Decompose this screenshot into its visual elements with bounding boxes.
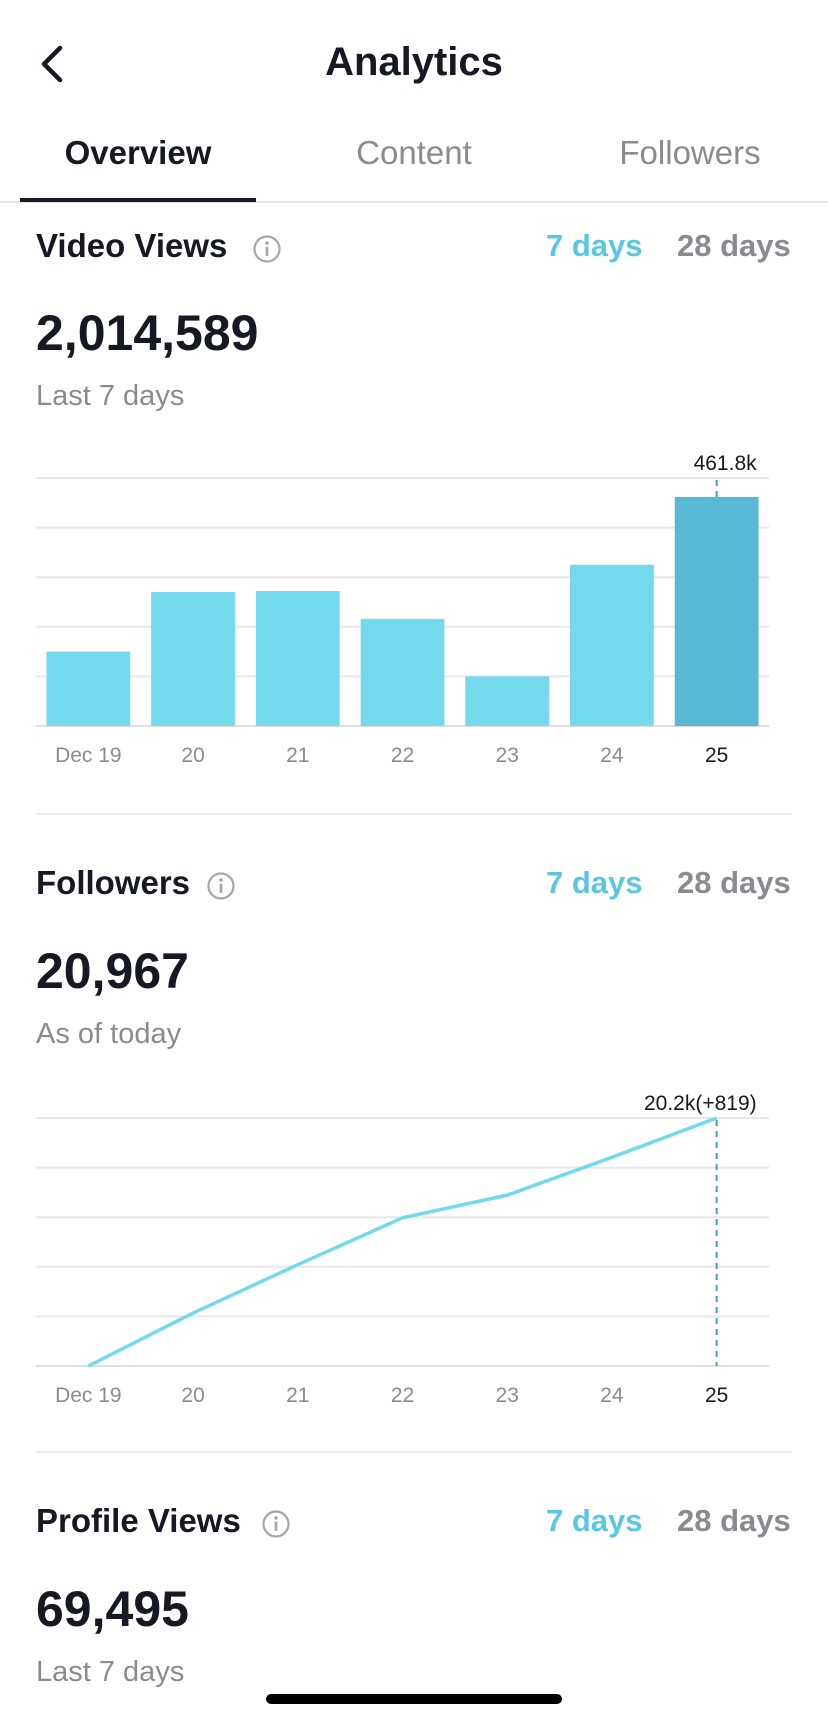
info-icon[interactable] <box>206 871 236 901</box>
series-line <box>87 1116 718 1368</box>
video-views-value: 2,014,589 <box>36 305 259 361</box>
x-tick-label: 21 <box>286 1384 309 1407</box>
section-divider <box>36 813 792 815</box>
home-indicator <box>266 1694 562 1704</box>
x-tick-label: 20 <box>181 744 204 767</box>
followers-line-chart: 20.2k(+819) Dec 19 20 21 22 23 24 25 <box>36 1092 769 1407</box>
chevron-left-icon <box>41 45 63 83</box>
x-tick-label: 20 <box>181 1384 204 1407</box>
profile-views-7-days[interactable]: 7 days <box>546 1503 643 1538</box>
x-tick-label: 23 <box>496 744 519 767</box>
profile-views-28-days[interactable]: 28 days <box>677 1503 791 1538</box>
x-tick-label: 25 <box>705 1384 728 1407</box>
back-button[interactable] <box>30 34 80 94</box>
followers-subtitle: As of today <box>36 1018 182 1050</box>
profile-views-title: Profile Views <box>36 1502 241 1539</box>
followers-title: Followers <box>36 864 191 901</box>
bar <box>46 651 131 726</box>
profile-views-subtitle: Last 7 days <box>36 1656 185 1688</box>
video-views-title: Video Views <box>36 227 228 264</box>
tab-overview[interactable]: Overview <box>64 134 212 171</box>
x-tick-label: 24 <box>600 744 624 767</box>
bar <box>570 564 654 726</box>
tab-followers[interactable]: Followers <box>619 134 761 171</box>
page-title: Analytics <box>325 40 503 84</box>
bar <box>360 618 445 726</box>
bar <box>674 496 759 726</box>
tabs-divider <box>0 201 828 203</box>
followers-value: 20,967 <box>36 943 189 999</box>
info-icon[interactable] <box>261 1509 291 1539</box>
followers-7-days[interactable]: 7 days <box>546 865 643 900</box>
x-tick-label: 23 <box>496 1384 519 1407</box>
bar <box>151 592 235 726</box>
section-divider <box>36 1451 792 1453</box>
x-tick-label: 21 <box>286 744 309 767</box>
x-tick-label: Dec 19 <box>55 1384 122 1407</box>
data-label: 20.2k(+819) <box>644 1092 757 1115</box>
x-tick-label: 24 <box>600 1384 624 1407</box>
active-tab-indicator <box>20 198 256 202</box>
tab-content[interactable]: Content <box>356 134 472 171</box>
info-icon[interactable] <box>252 234 282 264</box>
followers-28-days[interactable]: 28 days <box>677 865 791 900</box>
x-tick-label: 25 <box>705 744 728 767</box>
x-tick-label: 22 <box>391 744 414 767</box>
x-tick-label: 22 <box>391 1384 414 1407</box>
video-views-7-days[interactable]: 7 days <box>546 228 643 263</box>
data-label: 461.8k <box>694 452 758 475</box>
video-views-28-days[interactable]: 28 days <box>677 228 791 263</box>
video-views-bar-chart: 461.8k Dec 19 20 21 22 23 24 25 <box>36 452 769 767</box>
bar <box>465 676 550 726</box>
video-views-subtitle: Last 7 days <box>36 380 185 412</box>
profile-views-value: 69,495 <box>36 1581 189 1637</box>
x-tick-label: Dec 19 <box>55 744 122 767</box>
bar <box>255 591 340 726</box>
